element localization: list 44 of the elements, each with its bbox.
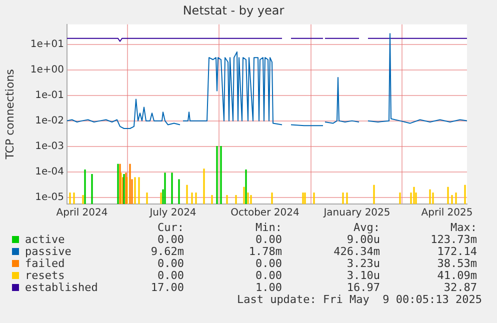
text: 17.00	[150, 281, 184, 294]
legend-label: failed	[24, 257, 65, 270]
text: 0.00	[254, 257, 282, 270]
legend-label: active	[24, 233, 66, 246]
y-tick-label: 1e+00	[30, 64, 64, 76]
text: 426.34m	[332, 245, 380, 258]
text: Last update: Fri May 9 00:05:13 2025	[236, 293, 482, 306]
x-tick-label: April 2024	[56, 208, 108, 219]
text: 1.00	[254, 281, 282, 294]
legend-label: established	[24, 281, 98, 294]
y-tick-label: 1e-02	[35, 115, 64, 126]
legend-label: passive	[24, 245, 72, 258]
text: 0.00	[156, 257, 184, 270]
text: 3.10u	[346, 269, 380, 282]
x-tick-label: October 2024	[230, 208, 300, 219]
x-tick-label: April 2025	[421, 208, 473, 219]
y-tick-label: 1e+01	[30, 38, 64, 50]
y-tick-label: 1e-03	[35, 140, 64, 152]
text: 172.14	[436, 245, 477, 258]
text: 1.78m	[248, 245, 282, 258]
text: 0.00	[156, 233, 184, 246]
x-tick-label: January 2025	[322, 208, 390, 219]
chart-title: Netstat - by year	[182, 3, 284, 18]
text: 123.73m	[430, 233, 477, 246]
text: Avg:	[352, 221, 380, 234]
text: 3.23u	[346, 257, 380, 270]
text: 38.53m	[436, 257, 477, 270]
text: 32.87	[442, 281, 477, 294]
text: Min:	[254, 221, 282, 234]
text: 16.97	[346, 281, 380, 294]
text: Cur:	[156, 221, 184, 234]
text: 0.00	[156, 269, 184, 282]
y-axis-title: TCP connections	[3, 68, 16, 160]
y-tick-label: 1e-01	[35, 90, 64, 101]
text: 0.00	[254, 233, 282, 246]
text: 41.09m	[436, 269, 477, 282]
x-tick-label: July 2024	[148, 208, 196, 219]
text: Max:	[450, 221, 477, 234]
y-tick-label: 1e-04	[35, 166, 64, 178]
text: 9.00u	[346, 233, 380, 246]
text: 0.00	[254, 269, 282, 282]
text: 9.62m	[150, 245, 184, 258]
y-tick-label: 1e-05	[35, 192, 64, 203]
legend-label: resets	[24, 269, 66, 282]
